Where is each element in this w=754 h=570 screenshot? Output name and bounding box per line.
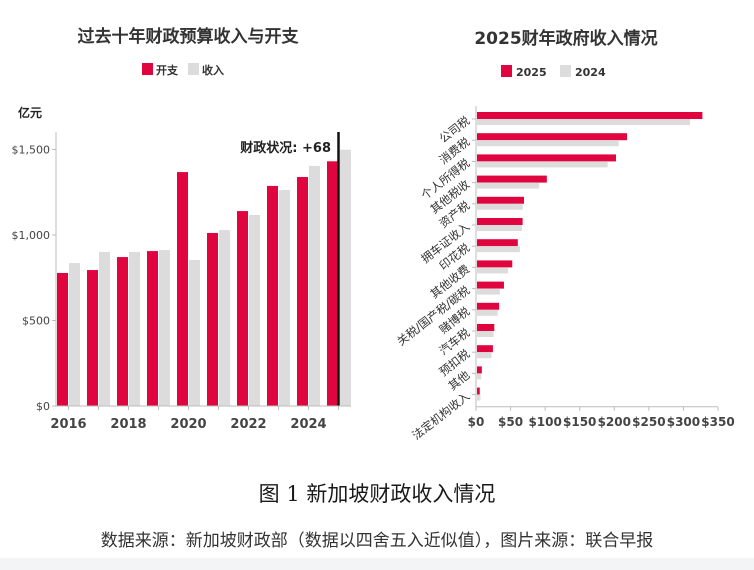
bar-2025-公司税: [477, 112, 703, 119]
x-tick-label: 2020: [170, 417, 206, 432]
x-tick-label: $0: [468, 415, 485, 429]
bar-2024-消费税: [477, 140, 619, 147]
left-chart: 过去十年财政预算收入与开支 开支 收入 亿元 $0 $500 $1,000 $1,50…: [12, 26, 351, 432]
bar-2024-公司税: [477, 119, 690, 125]
bar-2025-预扣税: [477, 345, 493, 353]
bar-expense-2023: [267, 185, 278, 406]
bar-2025-赌博税: [477, 302, 500, 310]
x-tick-label: $300: [667, 415, 700, 429]
x-tick-label: 2018: [110, 417, 146, 432]
figure-caption: 图 1 新加坡财政收入情况: [258, 482, 496, 506]
legend-swatch-expense: [142, 63, 153, 75]
bar-2024-其他税收: [477, 182, 540, 189]
bar-2024-个人所得税: [477, 161, 608, 168]
bar-2024-法定机构收入: [477, 394, 481, 401]
y-tick-label: $1,500: [12, 144, 51, 157]
bar-expense-2017: [87, 270, 98, 406]
fiscal-balance-annotation: 财政状况: +68: [240, 140, 331, 156]
y-unit-label: 亿元: [18, 105, 42, 120]
legend-label-2024: 2024: [575, 66, 606, 79]
bar-2025-资产税: [477, 196, 525, 204]
bar-revenue-2021: [219, 230, 230, 406]
bar-expense-2024: [297, 177, 308, 406]
bar-revenue-2025: [340, 149, 351, 406]
bar-revenue-2020: [189, 259, 200, 406]
bar-2024-拥车证收入: [477, 225, 522, 231]
right-chart: 2025财年政府收入情况 2025 2024 公司税消费税个人所得税其他税收资产…: [394, 28, 735, 443]
bar-expense-2018: [117, 257, 128, 406]
legend-label-expense: 开支: [156, 63, 179, 77]
legend-swatch-revenue: [188, 63, 199, 75]
bar-revenue-2019: [159, 250, 170, 406]
x-tick-label: $200: [598, 415, 631, 429]
bar-2025-汽车税: [477, 324, 495, 331]
bar-2024-资产税: [477, 203, 523, 210]
figure-source: 数据来源：新加坡财政部（数据以四舍五入近似值），图片来源：联合早报: [100, 531, 654, 551]
legend-swatch-2024: [560, 65, 571, 77]
bar-2024-关税/国产税/碳税: [477, 288, 500, 295]
bar-2024-赌博税: [477, 309, 498, 316]
bar-2025-其他税收: [477, 175, 547, 183]
bar-2025-消费税: [477, 133, 628, 141]
bar-expense-2025: [327, 161, 338, 406]
bar-2024-预扣税: [477, 352, 492, 359]
x-tick-label: $250: [632, 415, 665, 429]
left-chart-title: 过去十年财政预算收入与开支: [78, 26, 300, 47]
bar-2024-其他: [477, 373, 482, 380]
bar-expense-2020: [177, 172, 188, 406]
legend-label-2025: 2025: [516, 66, 547, 79]
y-tick-label: $0: [36, 400, 50, 413]
left-axes: $0 $500 $1,000 $1,500 2016 2018 2020 2022 2024: [12, 132, 351, 432]
bar-revenue-2023: [279, 190, 290, 406]
bar-2025-法定机构收入: [477, 387, 480, 395]
bar-2025-印花税: [477, 239, 518, 247]
y-tick-label: $500: [22, 315, 50, 328]
bottom-band: [0, 558, 754, 570]
charts-canvas: 过去十年财政预算收入与开支 开支 收入 亿元 $0 $500 $1,000 $1,50…: [12, 26, 735, 443]
category-label: 法定机构收入: [409, 389, 472, 443]
bar-2024-其他收费: [477, 267, 509, 274]
x-tick-label: $100: [528, 415, 561, 429]
bar-expense-2021: [207, 232, 218, 406]
x-tick-label: 2022: [230, 417, 266, 432]
y-tick-label: $1,000: [12, 229, 51, 242]
x-tick-label: $50: [498, 415, 523, 429]
right-bars: [477, 112, 703, 401]
bar-2025-拥车证收入: [477, 218, 523, 225]
left-bars: [57, 149, 351, 406]
bar-2024-汽车税: [477, 331, 494, 337]
bar-2024-印花税: [477, 246, 520, 253]
bar-revenue-2016: [69, 263, 80, 406]
bar-revenue-2018: [129, 251, 140, 406]
bar-expense-2019: [147, 251, 158, 406]
bar-expense-2016: [57, 272, 68, 406]
bar-revenue-2017: [99, 251, 110, 406]
x-tick-label: $350: [701, 415, 734, 429]
bar-2025-关税/国产税/碳税: [477, 281, 504, 289]
bar-2025-其他: [477, 366, 482, 374]
bar-expense-2022: [237, 211, 248, 406]
bar-revenue-2022: [249, 214, 260, 406]
bar-2025-个人所得税: [477, 154, 616, 162]
x-tick-label: 2024: [290, 417, 326, 432]
bar-2025-其他收费: [477, 260, 513, 268]
right-chart-title: 2025财年政府收入情况: [474, 28, 657, 49]
x-tick-label: 2016: [50, 417, 86, 432]
legend-label-revenue: 收入: [202, 63, 224, 77]
bar-revenue-2024: [309, 165, 320, 406]
x-tick-label: $150: [563, 415, 596, 429]
legend-swatch-2025: [501, 65, 512, 77]
